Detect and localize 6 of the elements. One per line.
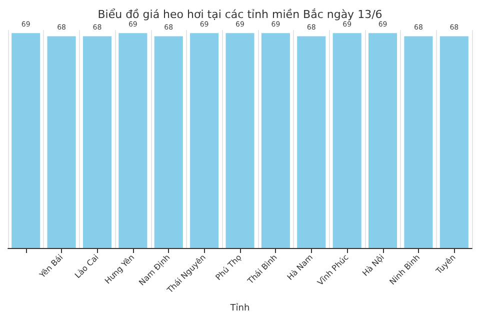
chart-title: Biểu đồ giá heo hơi tại các tỉnh miền Bắc ngày 13/6 (98, 8, 382, 21)
x-tick-label: Hà Nội (360, 252, 386, 278)
x-tick-label: Lào Cai (73, 252, 100, 280)
x-axis-title: Tỉnh (229, 302, 250, 314)
x-tick-label: Phú Thọ (214, 252, 244, 282)
x-tick-label: Yên Bái (37, 252, 65, 280)
